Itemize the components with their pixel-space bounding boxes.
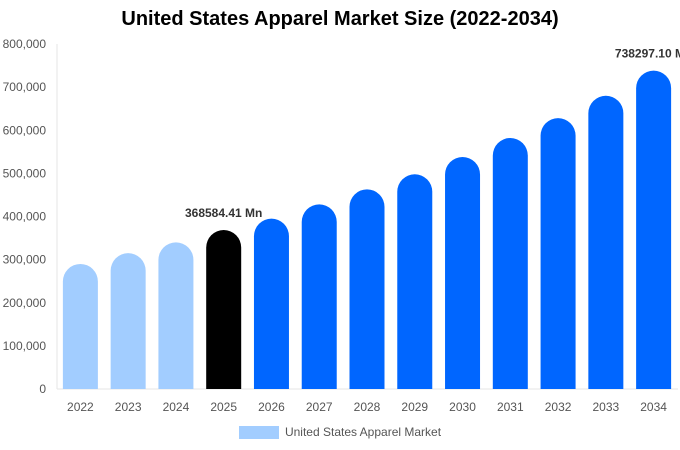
chart-title: United States Apparel Market Size (2022-… (121, 8, 559, 30)
x-axis: 2022 2023 2024 2025 2026 2027 2028 2029 2030 2031… (57, 388, 678, 414)
y-tick-label: 200,000 (3, 296, 47, 310)
legend-label: United States Apparel Market (284, 425, 442, 439)
x-tick-label: 2022 (67, 400, 94, 414)
x-tick-label: 2032 (545, 400, 572, 414)
y-tick-label: 800,000 (3, 37, 47, 51)
bar (158, 242, 194, 389)
x-tick-label: 2026 (258, 400, 285, 414)
bar (206, 230, 242, 389)
y-axis: 0 100,000 200,000 300,000 400,000 500,000 600,… (3, 37, 58, 396)
data-labels: 368584.41 Mn 738297.10 Mn (185, 47, 680, 220)
y-tick-label: 700,000 (3, 80, 47, 94)
bar (301, 204, 337, 389)
x-tick-label: 2024 (163, 400, 190, 414)
x-tick-label: 2027 (306, 400, 333, 414)
bar (636, 70, 672, 389)
bar-series (62, 70, 672, 390)
bar (349, 189, 385, 389)
y-tick-label: 0 (39, 382, 46, 396)
bar (540, 118, 576, 390)
bar (445, 156, 481, 389)
legend-swatch (238, 425, 279, 439)
bar (110, 253, 146, 389)
data-label: 368584.41 Mn (185, 206, 262, 220)
data-label: 738297.10 Mn (615, 47, 680, 61)
x-tick-label: 2029 (401, 400, 428, 414)
x-tick-label: 2023 (115, 400, 142, 414)
x-tick-label: 2030 (449, 400, 476, 414)
y-tick-label: 400,000 (3, 210, 47, 224)
y-tick-label: 500,000 (3, 166, 47, 180)
y-tick-label: 300,000 (3, 253, 47, 267)
bar (588, 95, 624, 389)
x-tick-label: 2033 (592, 400, 619, 414)
bar (492, 138, 528, 389)
legend: United States Apparel Market (0, 425, 680, 439)
x-tick-label: 2025 (210, 400, 237, 414)
bar (62, 263, 98, 389)
bar (253, 218, 289, 389)
x-tick-label: 2034 (640, 400, 667, 414)
x-tick-label: 2028 (354, 400, 381, 414)
y-tick-label: 600,000 (3, 123, 47, 137)
y-tick-label: 100,000 (3, 339, 47, 353)
bar (397, 174, 433, 389)
x-tick-label: 2031 (497, 400, 524, 414)
